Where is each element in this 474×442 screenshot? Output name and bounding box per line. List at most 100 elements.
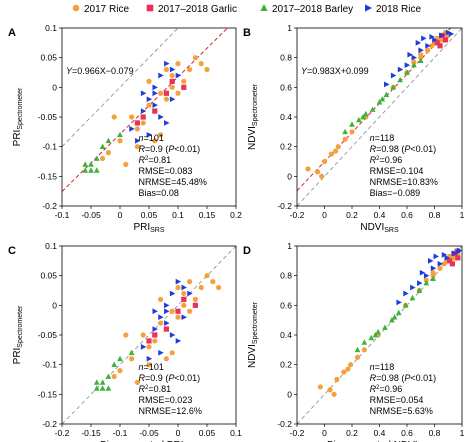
x-tick-label: 1 xyxy=(460,428,465,438)
data-point xyxy=(99,143,106,150)
data-point xyxy=(169,84,175,90)
data-point xyxy=(134,144,140,150)
series xyxy=(93,349,135,391)
data-point xyxy=(192,55,198,61)
data-point xyxy=(429,43,435,49)
data-point xyxy=(433,253,439,260)
data-point xyxy=(146,344,152,350)
data-point xyxy=(439,32,445,39)
data-point xyxy=(152,84,158,91)
data-point xyxy=(158,72,164,79)
x-tick-label: 0.2 xyxy=(230,210,242,220)
stat-line: RMSE=0.023 xyxy=(139,395,193,405)
data-point xyxy=(429,34,435,40)
data-point xyxy=(111,361,118,368)
data-point xyxy=(319,173,325,179)
legend-entry: 2017–2018 Barley xyxy=(260,4,353,15)
data-point xyxy=(425,42,431,49)
data-point xyxy=(187,66,193,73)
stat-line: n=118 xyxy=(370,133,395,143)
data-point xyxy=(134,379,140,386)
data-point xyxy=(384,81,390,88)
data-point xyxy=(341,369,347,375)
y-tick-label: 1 xyxy=(287,23,292,33)
data-point xyxy=(164,120,170,126)
data-point xyxy=(327,387,333,393)
x-tick-label: 0 xyxy=(322,428,327,438)
data-point xyxy=(152,338,158,344)
data-point xyxy=(93,167,100,173)
data-point xyxy=(158,114,164,120)
data-point xyxy=(100,155,106,162)
series xyxy=(134,78,187,126)
data-point xyxy=(349,121,355,127)
data-point xyxy=(169,308,175,314)
x-tick-label: -0.05 xyxy=(139,428,159,438)
data-point xyxy=(391,314,398,320)
data-point xyxy=(128,349,135,356)
data-point xyxy=(158,320,164,326)
data-point xyxy=(105,150,111,156)
data-point xyxy=(418,52,424,58)
series xyxy=(396,247,462,306)
data-point xyxy=(395,309,402,316)
data-point xyxy=(169,290,176,297)
y-tick-label: 1 xyxy=(287,241,292,251)
data-point xyxy=(105,385,112,391)
y-tick-label: 0.2 xyxy=(280,360,292,370)
data-point xyxy=(99,385,106,391)
data-point xyxy=(361,339,368,345)
data-point xyxy=(331,391,337,397)
data-point xyxy=(152,138,158,144)
data-point xyxy=(423,272,430,279)
stat-line: RMSE=0.104 xyxy=(370,166,424,176)
data-point xyxy=(134,120,140,126)
data-point xyxy=(423,279,430,286)
y-tick-label: 0 xyxy=(287,171,292,181)
data-point xyxy=(169,78,175,84)
data-point xyxy=(455,249,461,255)
data-point xyxy=(82,161,89,167)
stat-line: R=0.9 (P<0.01) xyxy=(139,144,201,154)
legend-entry: 2017 Rice xyxy=(72,4,129,15)
series xyxy=(354,275,436,353)
y-tick-label: 0.05 xyxy=(40,271,57,281)
y-tick-label: 0.4 xyxy=(280,112,292,122)
data-point xyxy=(158,132,164,138)
data-point xyxy=(140,108,147,114)
stat-line: Bias=−0.089 xyxy=(370,188,421,198)
scatter-panel: D -0.2 0 0.2 0.4 0.6 0.8 1 -0.2 0 0.2 0.4 0.6 0.8 1 Bia… xyxy=(243,241,465,442)
data-point xyxy=(146,355,153,362)
y-tick-label: 0.1 xyxy=(45,23,57,33)
data-point xyxy=(375,328,381,335)
data-point xyxy=(372,331,379,338)
stat-line: n=101 xyxy=(139,362,164,372)
data-point xyxy=(342,128,348,135)
x-tick-label: 0.1 xyxy=(230,428,242,438)
x-tick-label: -0.2 xyxy=(290,210,305,220)
data-point xyxy=(111,373,117,380)
x-tick-label: 0 xyxy=(118,210,123,220)
data-point xyxy=(315,169,321,175)
data-point xyxy=(169,96,176,103)
x-tick-label: 0 xyxy=(176,428,181,438)
legend-entry: 2017–2018 Garlic xyxy=(146,4,237,15)
legend-label: 2017–2018 Garlic xyxy=(158,4,237,15)
data-point xyxy=(360,113,366,120)
data-point xyxy=(129,114,135,120)
data-point xyxy=(152,90,158,97)
y-tick-label: -0.15 xyxy=(38,389,58,399)
data-point xyxy=(181,84,187,90)
one-to-one-line xyxy=(297,28,462,206)
x-tick-label: 0.1 xyxy=(172,210,184,220)
data-point xyxy=(123,332,129,338)
y-tick-label: 0.8 xyxy=(280,271,292,281)
panel-label: A xyxy=(8,27,16,39)
data-point xyxy=(140,332,146,338)
y-axis-label: PRISpectrometer xyxy=(12,305,24,364)
data-point xyxy=(175,338,182,344)
y-tick-label: 0 xyxy=(287,389,292,399)
data-point xyxy=(425,47,431,53)
x-tick-label: 0.05 xyxy=(199,428,216,438)
data-point xyxy=(403,290,409,297)
